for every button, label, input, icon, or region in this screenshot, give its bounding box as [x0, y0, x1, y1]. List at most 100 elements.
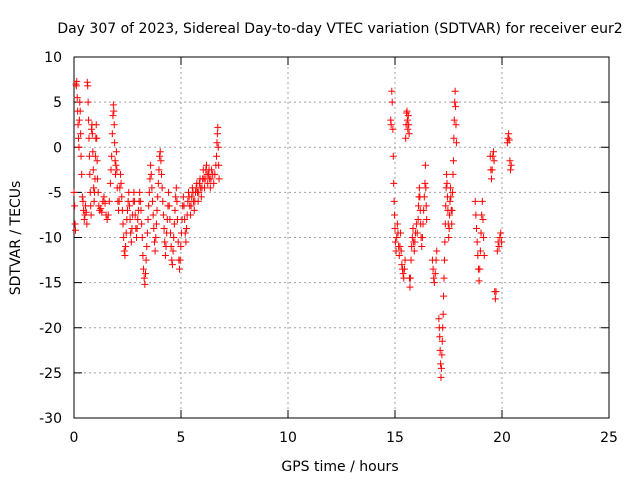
data-point: [420, 206, 428, 214]
data-point: [411, 238, 419, 246]
data-point: [157, 157, 165, 165]
data-point: [498, 238, 506, 246]
data-point: [432, 256, 440, 264]
data-point: [422, 184, 430, 192]
data-point: [76, 98, 84, 106]
x-axis-label: GPS time / hours: [281, 459, 398, 475]
data-point: [176, 265, 184, 273]
data-point: [213, 152, 221, 160]
data-point: [122, 243, 130, 251]
data-point: [430, 279, 438, 287]
data-point: [83, 220, 91, 228]
data-point: [70, 188, 78, 196]
data-point: [493, 247, 501, 255]
data-point: [147, 161, 155, 169]
data-point: [158, 184, 166, 192]
data-point: [439, 324, 447, 332]
data-point: [398, 261, 406, 269]
data-point: [174, 238, 182, 246]
data-point: [443, 170, 451, 178]
data-point: [167, 243, 175, 251]
data-point: [505, 136, 513, 144]
y-tick-labels: 10 5 0 -5 -10 -15 -20 -25 -30: [39, 50, 62, 427]
data-point: [84, 82, 92, 90]
data-point: [143, 229, 151, 237]
data-point: [77, 152, 85, 160]
data-point: [136, 188, 144, 196]
data-point: [188, 193, 196, 201]
data-point: [496, 234, 504, 241]
data-point: [390, 179, 398, 187]
data-point: [489, 152, 497, 160]
data-point: [153, 206, 161, 214]
data-point: [168, 261, 176, 269]
data-point: [106, 179, 114, 187]
data-point: [165, 202, 173, 210]
data-point: [158, 170, 166, 178]
data-point: [438, 351, 446, 359]
data-point: [103, 215, 111, 223]
data-point: [79, 197, 87, 205]
data-point: [171, 206, 179, 214]
data-point: [124, 206, 131, 214]
data-point: [421, 161, 429, 169]
data-point: [404, 125, 412, 133]
data-point: [108, 152, 116, 160]
data-point: [76, 107, 84, 115]
data-point: [431, 270, 439, 278]
data-point: [172, 184, 180, 192]
data-point: [172, 193, 180, 201]
data-point: [410, 247, 418, 255]
data-point: [87, 211, 95, 219]
data-point: [84, 98, 92, 106]
data-point: [418, 234, 426, 241]
data-point: [449, 188, 457, 196]
data-point: [78, 193, 86, 201]
data-point: [183, 224, 191, 232]
data-point: [144, 215, 152, 223]
data-point: [176, 256, 184, 264]
data-point: [214, 123, 222, 131]
y-tick-label: 5: [53, 95, 62, 111]
data-point: [85, 152, 93, 160]
data-point: [77, 130, 85, 138]
data-point: [170, 234, 178, 241]
data-point: [148, 184, 156, 192]
data-point: [490, 157, 498, 165]
data-point: [134, 215, 142, 223]
data-point: [408, 234, 416, 241]
data-point: [117, 179, 125, 187]
data-point: [104, 211, 112, 219]
data-point: [94, 175, 102, 183]
data-point: [389, 125, 397, 133]
data-point: [402, 134, 410, 142]
data-point: [149, 197, 157, 205]
data-point: [136, 197, 144, 205]
data-point: [160, 224, 168, 232]
data-point: [80, 215, 88, 223]
data-point: [92, 121, 100, 129]
data-point: [505, 130, 513, 138]
x-tick-label: 15: [386, 430, 404, 446]
data-point: [166, 215, 174, 223]
data-point: [441, 238, 449, 246]
data-point: [108, 130, 116, 138]
data-point: [479, 215, 487, 223]
data-point: [393, 234, 401, 241]
data-point: [414, 215, 422, 223]
data-point: [447, 193, 455, 201]
data-point: [78, 170, 86, 178]
data-point: [406, 283, 414, 291]
data-point: [170, 220, 178, 228]
data-point: [413, 229, 421, 237]
data-point: [143, 243, 151, 251]
data-point: [406, 274, 414, 282]
data-point: [401, 256, 409, 264]
data-point: [150, 224, 158, 232]
data-point: [165, 188, 173, 196]
data-point: [478, 211, 486, 219]
data-point: [138, 234, 146, 241]
data-point: [109, 112, 117, 120]
